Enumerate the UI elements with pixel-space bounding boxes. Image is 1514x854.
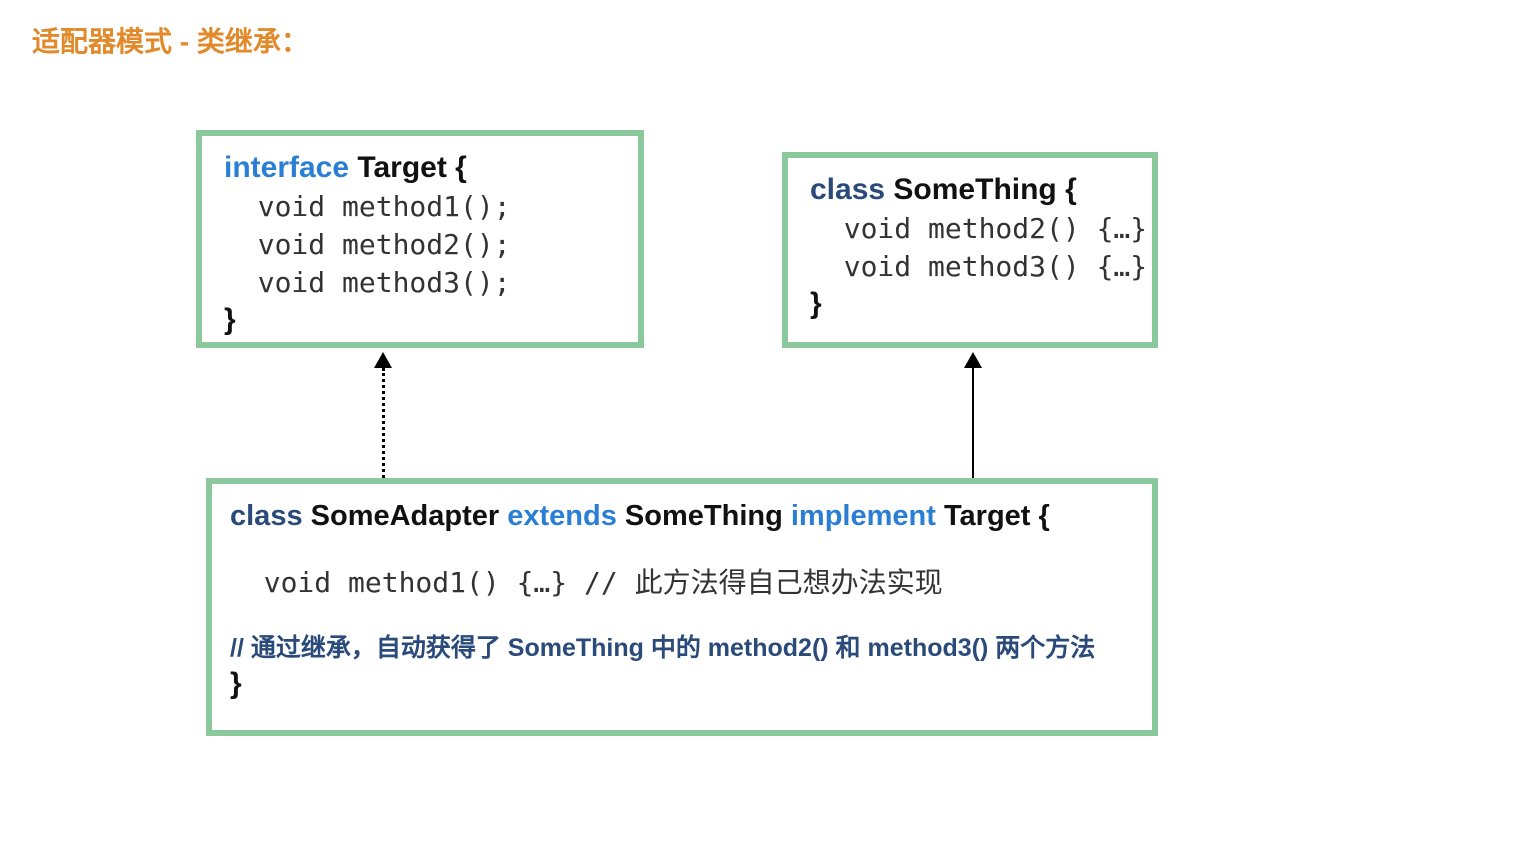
something-body-0: void method2() {…}: [810, 210, 1130, 248]
adapter-close: }: [230, 666, 1134, 702]
target-decl: interface Target {: [224, 148, 616, 188]
diagram-title: 适配器模式 - 类继承：: [32, 20, 309, 60]
target-name: Target {: [357, 151, 466, 184]
kw-extends: extends: [507, 500, 625, 532]
box-something: class SomeThing { void method2() {…} voi…: [782, 152, 1158, 348]
something-name: SomeThing {: [893, 173, 1076, 206]
box-adapter: class SomeAdapter extends SomeThing impl…: [206, 478, 1158, 736]
adapter-comment: // 通过继承，自动获得了 SomeThing 中的 method2() 和 m…: [230, 630, 1134, 666]
kw-implement: implement: [791, 500, 944, 532]
extends-name: SomeThing: [625, 500, 791, 532]
box-target: interface Target { void method1(); void …: [196, 130, 644, 348]
arrow-implements-head: [374, 352, 392, 368]
something-decl: class SomeThing {: [810, 170, 1130, 210]
arrow-extends-head: [964, 352, 982, 368]
arrow-implements-line: [382, 368, 385, 478]
target-body-1: void method2();: [224, 226, 616, 264]
target-close: }: [224, 302, 616, 338]
adapter-method: void method1() {…} // 此方法得自己想办法实现: [230, 564, 1134, 602]
adapter-name: SomeAdapter: [311, 500, 508, 532]
something-close: }: [810, 286, 1130, 322]
something-body-1: void method3() {…}: [810, 248, 1130, 286]
arrow-extends-line: [972, 368, 974, 478]
kw-class-2: class: [230, 500, 311, 532]
target-body-0: void method1();: [224, 188, 616, 226]
target-body-2: void method3();: [224, 264, 616, 302]
kw-interface: interface: [224, 151, 357, 184]
kw-class-1: class: [810, 173, 893, 206]
adapter-decl: class SomeAdapter extends SomeThing impl…: [230, 496, 1134, 536]
implement-name: Target {: [944, 500, 1050, 532]
